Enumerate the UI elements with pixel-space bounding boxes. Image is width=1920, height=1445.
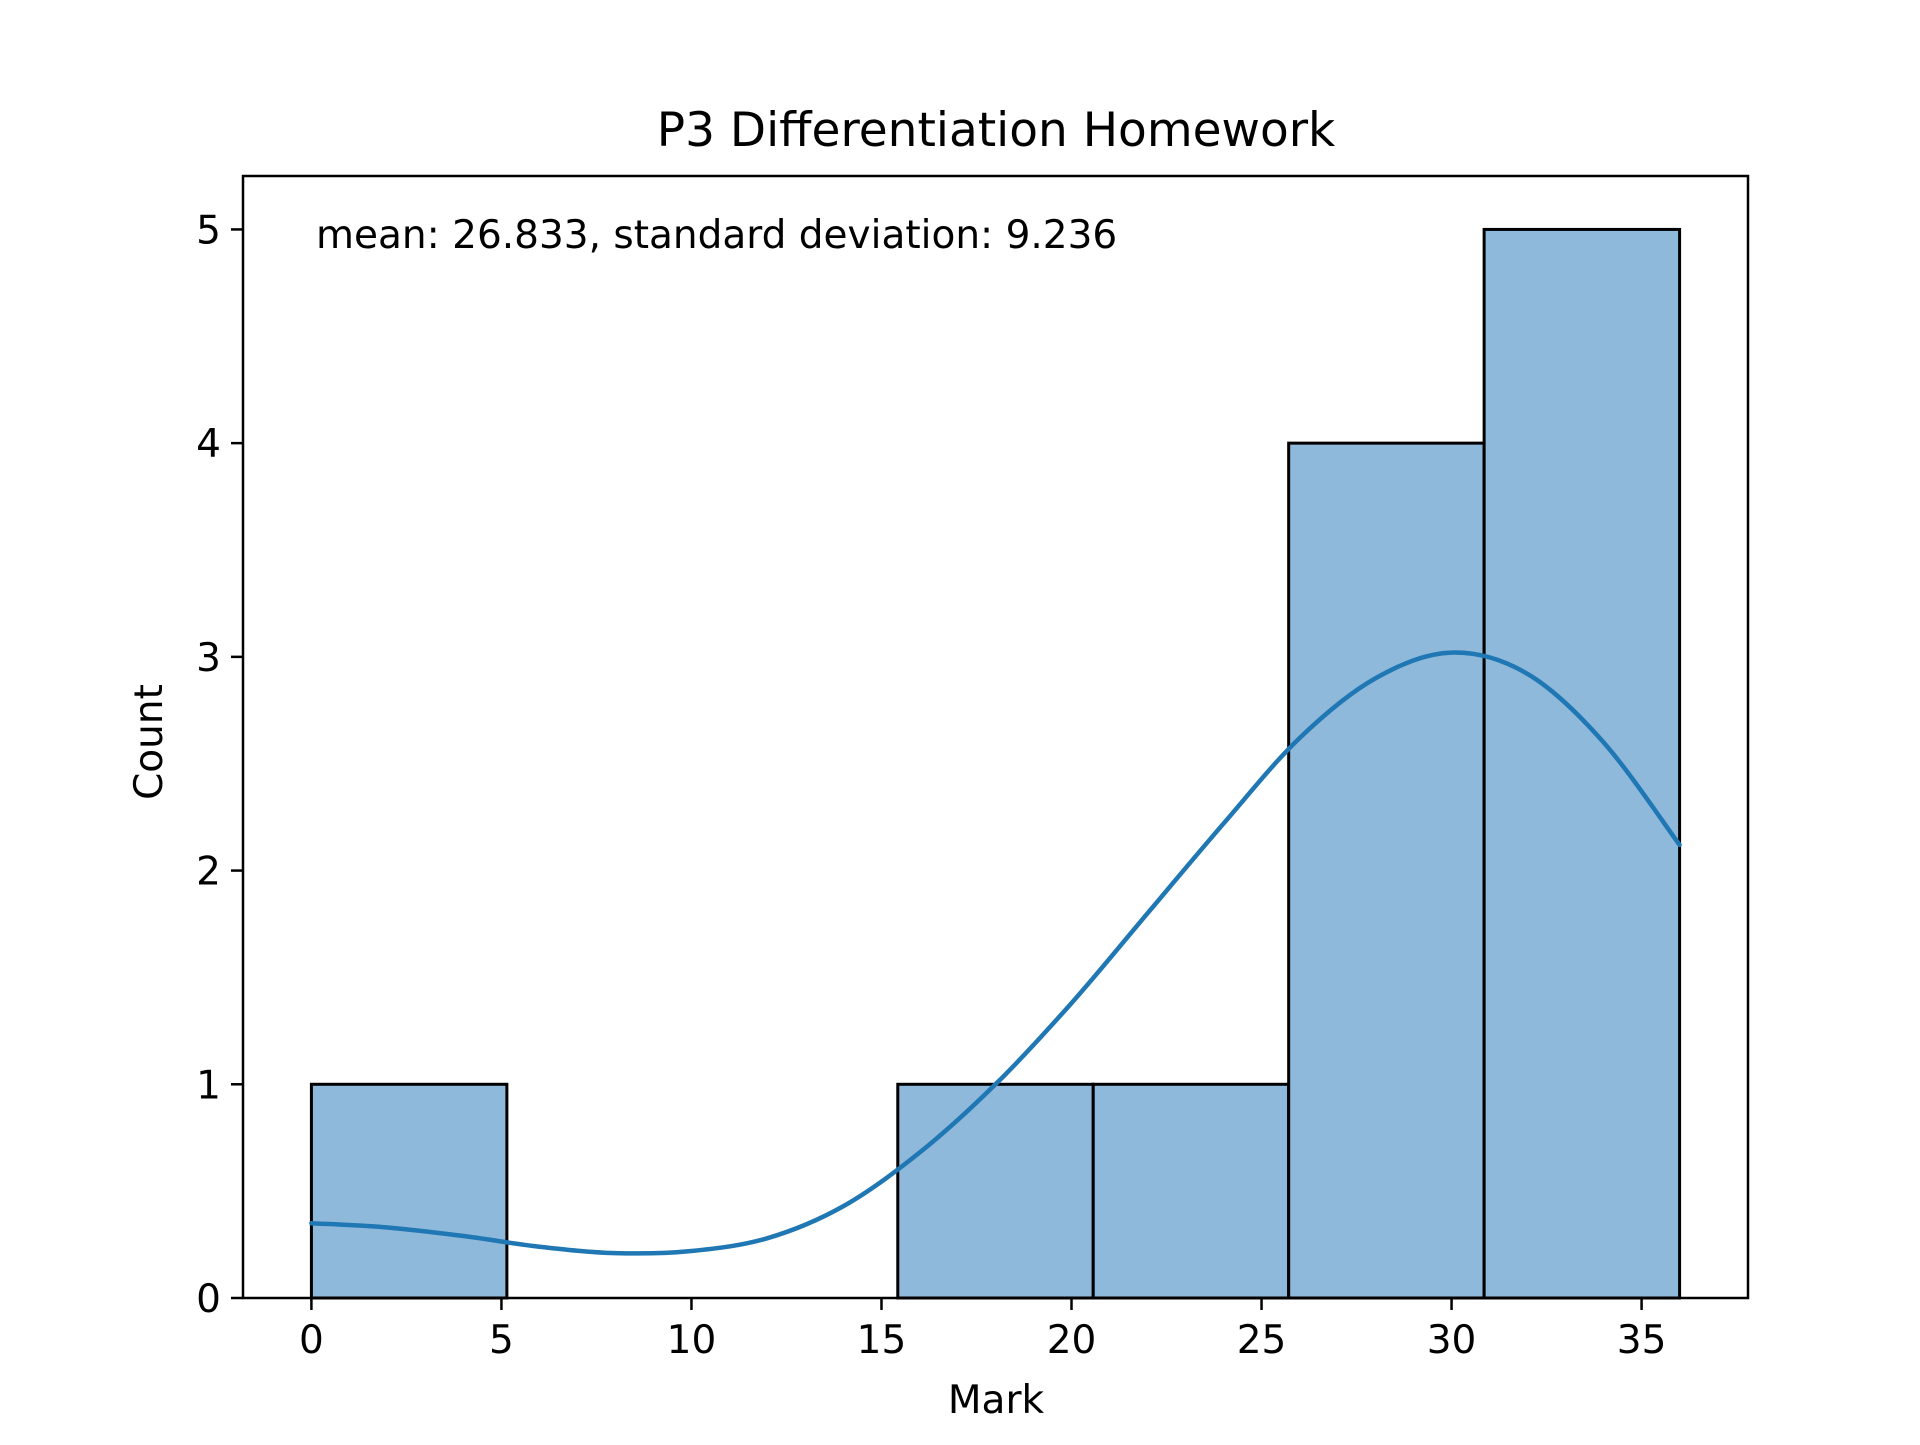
y-axis-label: Count (127, 684, 172, 800)
histogram-bar-3 (896, 1082, 1095, 1300)
histogram-bar-0 (309, 1082, 509, 1300)
y-tick-label: 2 (196, 850, 221, 895)
x-tick-label: 0 (299, 1318, 324, 1363)
histogram-bar-6 (1482, 227, 1682, 1300)
x-tick-label: 20 (1047, 1318, 1097, 1363)
histogram-bars (309, 227, 1682, 1300)
stats-annotation: mean: 26.833, standard deviation: 9.236 (316, 213, 1117, 258)
histogram-bar-5 (1287, 441, 1486, 1300)
y-tick-label: 3 (196, 636, 221, 681)
kde-curve (309, 650, 1682, 1256)
x-tick-label: 15 (857, 1318, 907, 1363)
y-tick-label: 0 (196, 1277, 221, 1322)
chart-title: P3 Differentiation Homework (657, 103, 1336, 158)
y-tick-label: 4 (196, 422, 221, 467)
x-tick-label: 10 (667, 1318, 717, 1363)
histogram-bar-4 (1091, 1082, 1291, 1300)
x-tick-label: 35 (1617, 1318, 1667, 1363)
x-axis-label: Mark (948, 1378, 1045, 1423)
x-tick-label: 5 (489, 1318, 514, 1363)
x-tick-label: 30 (1427, 1318, 1477, 1363)
y-tick-label: 5 (196, 208, 221, 253)
x-tick-label: 25 (1237, 1318, 1287, 1363)
axes-frame (241, 174, 1750, 1300)
y-tick-label: 1 (196, 1063, 221, 1108)
x-axis-ticks: 0 5 10 15 20 25 30 35 (299, 1298, 1666, 1363)
y-axis-ticks: 0 1 2 3 4 5 (196, 208, 243, 1322)
